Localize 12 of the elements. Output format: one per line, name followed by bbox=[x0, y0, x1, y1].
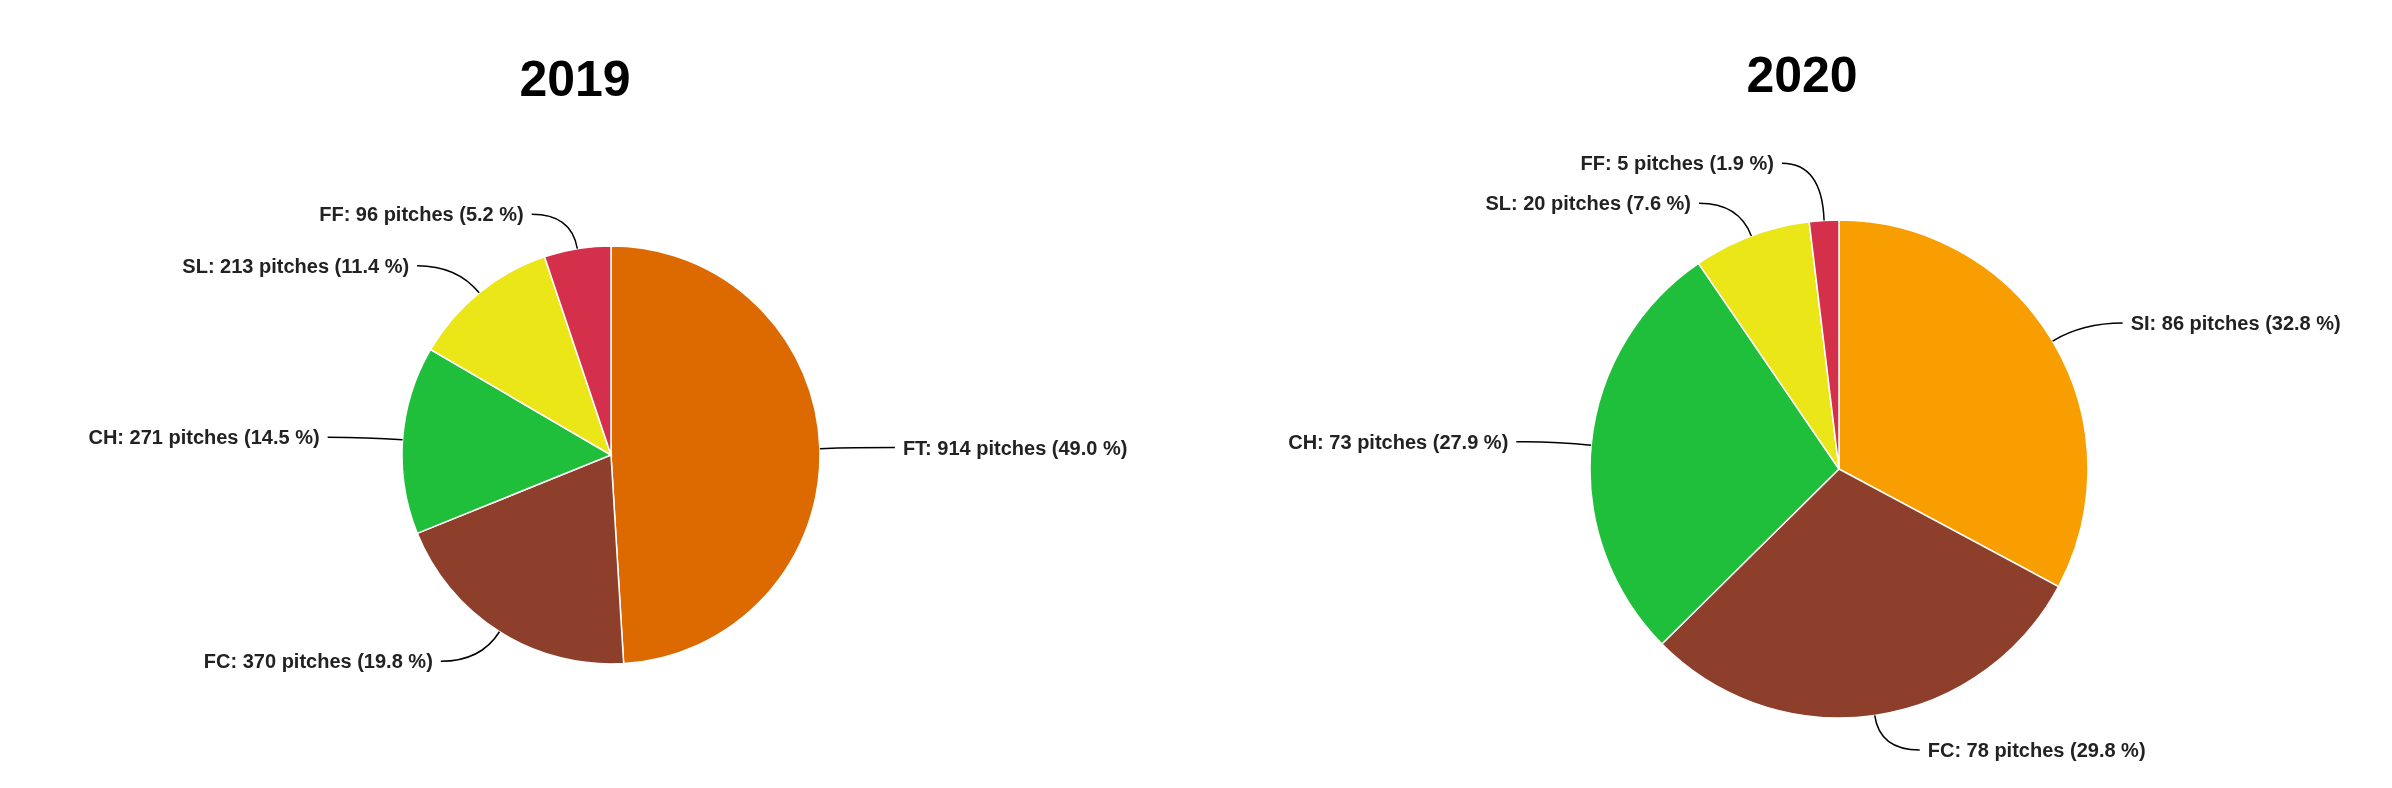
slice-label: SL: 213 pitches (11.4 %) bbox=[182, 254, 410, 277]
slice-label: FT: 914 pitches (49.0 %) bbox=[902, 436, 1128, 459]
slice-label: FF: 96 pitches (5.2 %) bbox=[319, 203, 524, 226]
slice-label: FC: 78 pitches (29.8 %) bbox=[1927, 739, 2146, 762]
slice-label: CH: 73 pitches (27.9 %) bbox=[1288, 430, 1509, 453]
chart-title: 2020 bbox=[1746, 47, 1858, 103]
slice-label: FF: 5 pitches (1.9 %) bbox=[1580, 152, 1774, 175]
slice-label: SI: 86 pitches (32.8 %) bbox=[2130, 312, 2341, 335]
chart-title: 2019 bbox=[519, 51, 631, 107]
slice-label: SL: 20 pitches (7.6 %) bbox=[1485, 192, 1692, 215]
slice-label: FC: 370 pitches (19.8 %) bbox=[203, 650, 433, 673]
slice-label: CH: 271 pitches (14.5 %) bbox=[88, 426, 320, 449]
